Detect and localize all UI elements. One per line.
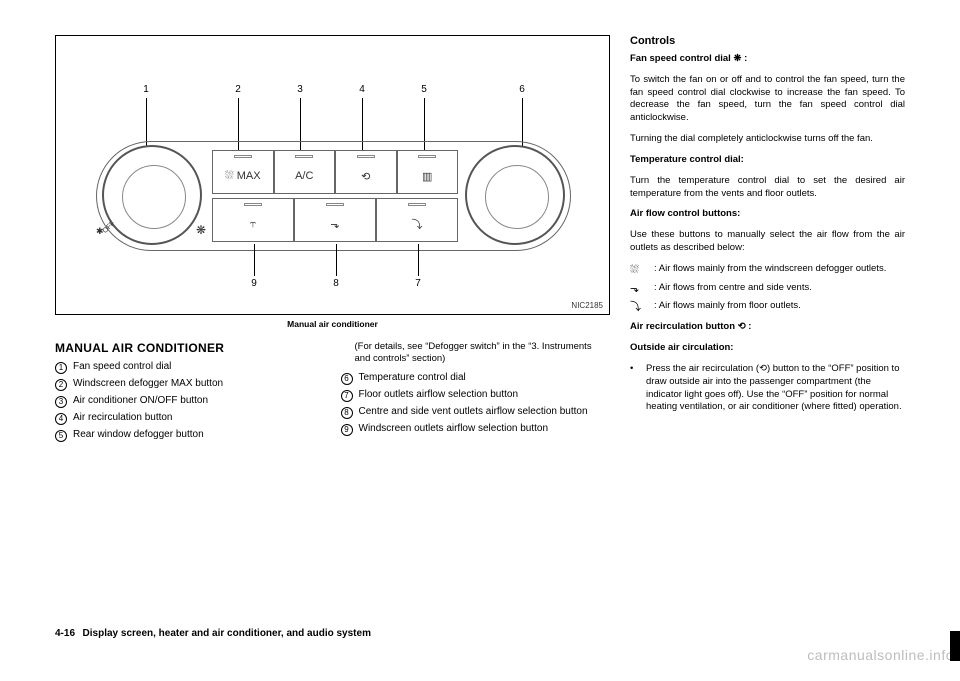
callout-6: 6	[516, 84, 528, 95]
callout-5: 5	[418, 84, 430, 95]
controls-heading: Controls	[630, 35, 905, 47]
fan-para-2: Turning the dial completely anticlockwis…	[630, 133, 905, 146]
fan-icon: ❋	[733, 53, 741, 64]
item-2: Windscreen defogger MAX button	[73, 378, 223, 391]
footer-title: Display screen, heater and air condition…	[83, 628, 371, 639]
item-4: Air recirculation button	[73, 412, 173, 425]
control-panel: OFF ✱ ❋ ⛆ MAX A/C ⟲ ▥ ⥾ ⬎	[96, 141, 571, 251]
off-label: OFF	[102, 220, 117, 235]
floor-icon: ⤵	[630, 300, 648, 315]
item-9: Windscreen outlets airflow selection but…	[359, 423, 549, 436]
defog-icon: ⛆	[630, 263, 648, 278]
callout-1: 1	[140, 84, 152, 95]
temperature-dial	[465, 145, 565, 245]
callout-8: 8	[330, 278, 342, 289]
flow-1: : Air flows mainly from the windscreen d…	[654, 263, 886, 278]
item-3: Air conditioner ON/OFF button	[73, 395, 208, 408]
page-number: 4-16	[55, 628, 75, 639]
diagram-code: NIC2185	[571, 301, 603, 310]
fan-dial-label: Fan speed control dial	[630, 53, 731, 64]
recirc-button: ⟲	[335, 150, 397, 194]
bullet-icon: •	[630, 363, 640, 414]
airflow-label: Air flow control buttons:	[630, 208, 905, 221]
flow-3: : Air flows mainly from floor outlets.	[654, 300, 801, 315]
callout-2: 2	[232, 84, 244, 95]
watermark: carmanualsonline.info	[807, 647, 954, 663]
component-list-2: 6Temperature control dial 7Floor outlets…	[341, 372, 611, 436]
temp-dial-label: Temperature control dial:	[630, 154, 905, 167]
callout-4: 4	[356, 84, 368, 95]
defog-max-button: ⛆ MAX	[212, 150, 274, 194]
page-edge-tab	[950, 631, 960, 661]
item-5: Rear window defogger button	[73, 429, 204, 442]
page-footer: 4-16 Display screen, heater and air cond…	[55, 628, 371, 639]
airflow-windscreen-button: ⥾	[212, 198, 294, 242]
callout-9: 9	[248, 278, 260, 289]
vent-icon: ⬎	[630, 282, 648, 297]
rear-defog-button: ▥	[397, 150, 459, 194]
item-6: Temperature control dial	[359, 372, 466, 385]
airflow-vent-button: ⬎	[294, 198, 376, 242]
callout-7: 7	[412, 278, 424, 289]
ac-control-diagram: 1 2 3 4 5 6 OFF ✱ ❋	[55, 35, 610, 315]
temp-para: Turn the temperature control dial to set…	[630, 175, 905, 201]
diagram-caption: Manual air conditioner	[55, 319, 610, 329]
ac-button: A/C	[274, 150, 336, 194]
item-8: Centre and side vent outlets airflow sel…	[359, 406, 588, 419]
recirc-icon: ⟲	[738, 321, 746, 332]
defogger-note: (For details, see “Defogger switch” in t…	[341, 341, 611, 366]
recirc-label: Air recirculation button	[630, 321, 735, 332]
outside-air-label: Outside air circulation:	[630, 342, 905, 355]
fan-speed-dial: OFF ✱ ❋	[102, 145, 202, 245]
section-heading: MANUAL AIR CONDITIONER	[55, 341, 325, 355]
flow-2: : Air flows from centre and side vents.	[654, 282, 812, 297]
callout-3: 3	[294, 84, 306, 95]
fan-para-1: To switch the fan on or off and to contr…	[630, 74, 905, 125]
component-list-1: 1Fan speed control dial 2Windscreen defo…	[55, 361, 325, 442]
item-7: Floor outlets airflow selection button	[359, 389, 519, 402]
airflow-floor-button: ⤵	[376, 198, 458, 242]
outside-air-para: Press the air recirculation (⟲) button t…	[646, 363, 905, 414]
airflow-para: Use these buttons to manually select the…	[630, 229, 905, 255]
item-1: Fan speed control dial	[73, 361, 171, 374]
